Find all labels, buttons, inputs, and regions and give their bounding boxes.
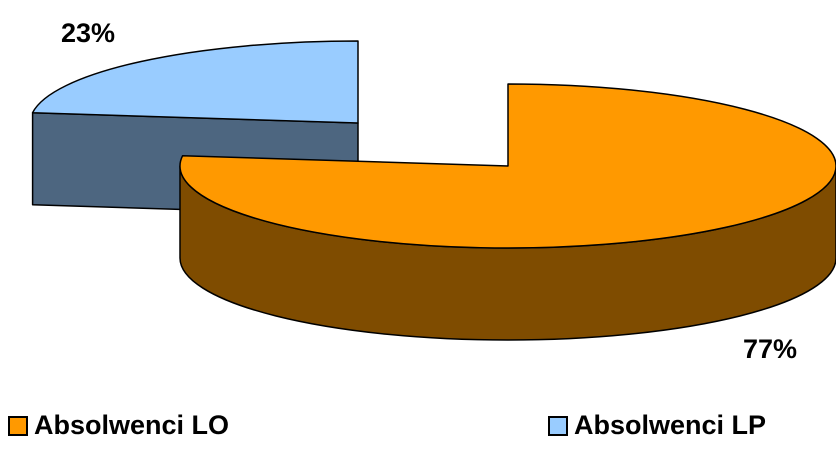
- data-label-absolwenci-lp: 23%: [61, 18, 115, 48]
- pie-slice-absolwenci-lo-top: [179, 83, 836, 249]
- legend-swatch-absolwenci-lp: [548, 415, 568, 436]
- legend-label-absolwenci-lp: Absolwenci LP: [574, 410, 767, 440]
- legend-label-absolwenci-lo: Absolwenci LO: [34, 410, 230, 440]
- legend-item-absolwenci-lp: Absolwenci LP: [548, 410, 766, 441]
- legend-item-absolwenci-lo: Absolwenci LO: [8, 410, 229, 441]
- legend-swatch-absolwenci-lo: [8, 415, 28, 436]
- data-label-absolwenci-lo: 77%: [743, 334, 797, 364]
- pie-slice-absolwenci-lo: [179, 83, 836, 341]
- pie-slice-absolwenci-lp-top: [31, 40, 359, 124]
